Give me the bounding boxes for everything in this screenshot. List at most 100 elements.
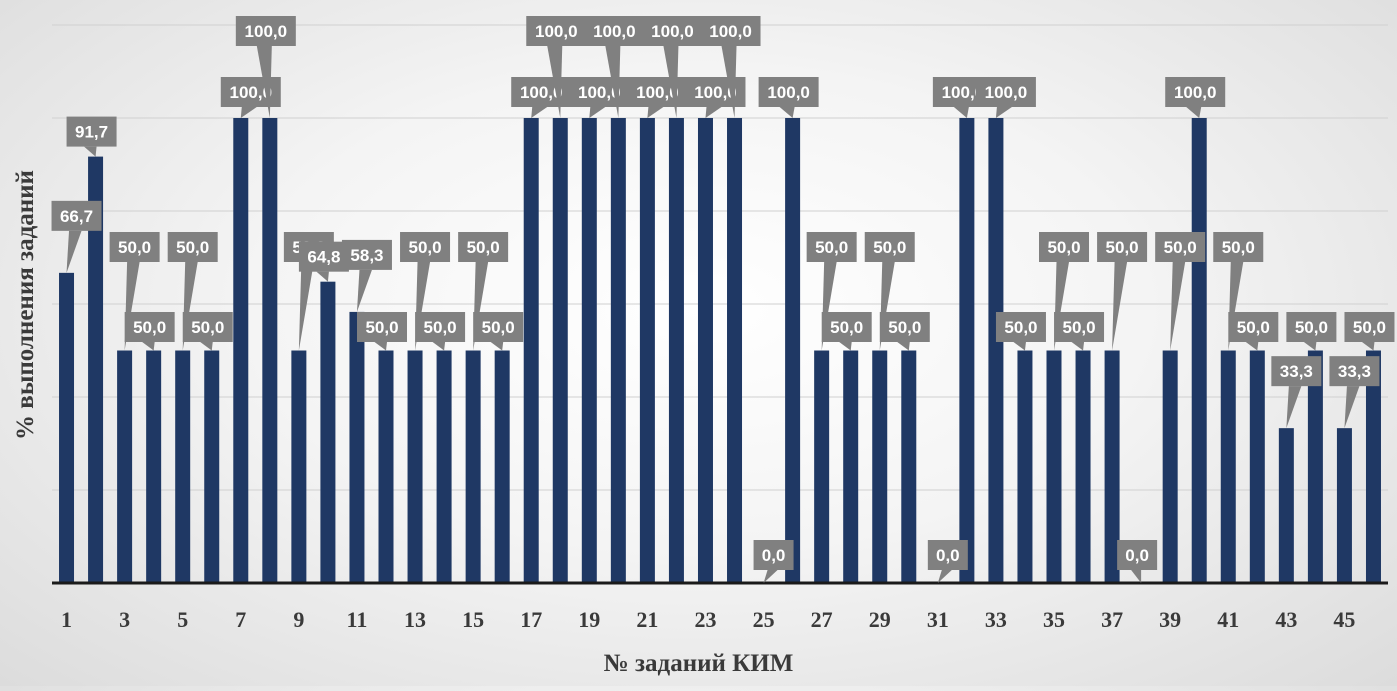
data-label: 50,0	[806, 232, 857, 351]
data-label-text: 50,0	[118, 238, 151, 257]
data-label-pointer	[1286, 386, 1302, 429]
data-label-text: 50,0	[424, 318, 457, 337]
bar	[407, 350, 423, 583]
data-label-text: 100,0	[230, 83, 273, 102]
data-label-box	[109, 232, 160, 262]
x-tick-label: 17	[520, 607, 542, 632]
data-label-box	[1097, 232, 1148, 262]
data-label: 50,0	[182, 312, 233, 351]
bar	[668, 118, 684, 583]
data-label-box	[758, 77, 819, 107]
data-label-pointer	[663, 46, 679, 118]
data-label-box	[415, 312, 466, 342]
bar	[1162, 350, 1178, 583]
x-tick-label: 15	[462, 607, 484, 632]
data-label-text: 50,0	[830, 318, 863, 337]
data-label: 58,3	[341, 239, 392, 312]
data-label-box	[51, 200, 102, 231]
bar	[872, 350, 888, 583]
data-label-pointer	[897, 342, 910, 351]
bar	[1104, 350, 1120, 583]
data-label-text: 100,0	[767, 83, 810, 102]
data-label-text: 50,0	[191, 318, 224, 337]
x-tick-label: 29	[869, 607, 891, 632]
data-label-pointer	[1170, 262, 1186, 351]
bar	[581, 118, 597, 583]
data-label-pointer	[839, 342, 852, 351]
data-label: 0,0	[753, 540, 794, 583]
bar	[610, 118, 626, 583]
data-label-box	[995, 312, 1046, 342]
data-label-pointer	[953, 107, 969, 118]
x-tick-label: 1	[61, 607, 72, 632]
data-label-box	[1344, 312, 1395, 342]
data-label: 91,7	[66, 116, 117, 157]
data-label: 50,0	[357, 312, 407, 351]
data-label: 100,0	[511, 77, 572, 118]
data-label-box	[526, 16, 587, 46]
data-label-text: 100,0	[942, 83, 985, 102]
data-label: 64,8	[298, 241, 349, 282]
data-label: 50,0	[124, 312, 175, 351]
data-label: 100,0	[220, 77, 281, 118]
data-label-box	[753, 540, 794, 570]
data-label-text: 100,0	[520, 83, 563, 102]
bar	[988, 118, 1004, 583]
x-tick-label: 45	[1333, 607, 1355, 632]
bar	[1075, 350, 1091, 583]
bar	[262, 118, 278, 583]
data-label-pointer	[374, 342, 387, 351]
bar	[697, 118, 713, 583]
bar	[320, 281, 336, 583]
x-tick-label: 13	[404, 607, 426, 632]
data-label-box	[821, 312, 872, 342]
data-label-pointer	[589, 107, 606, 118]
data-label: 66,7	[51, 200, 102, 273]
data-label: 50,0	[879, 312, 930, 351]
bar	[291, 350, 307, 583]
data-label-pointer	[1361, 342, 1375, 351]
data-label-box	[1117, 540, 1158, 570]
data-label-box	[879, 312, 930, 342]
data-label-pointer	[66, 230, 82, 273]
bar	[494, 350, 510, 583]
data-label-pointer	[763, 570, 778, 583]
data-label-pointer	[200, 342, 213, 351]
data-label-text: 50,0	[133, 318, 166, 337]
data-label-text: 50,0	[365, 318, 398, 337]
bar	[523, 118, 539, 583]
data-label: 50,0	[1286, 312, 1337, 351]
bar	[785, 118, 801, 583]
data-label-box	[700, 16, 761, 46]
data-label: 33,3	[1271, 356, 1322, 429]
data-label-pointer	[1186, 107, 1202, 118]
data-label: 50,0	[1344, 312, 1395, 351]
data-label-pointer	[356, 269, 372, 312]
bar	[233, 118, 249, 583]
bar	[959, 118, 975, 583]
bar	[901, 350, 917, 583]
data-label-text: 100,0	[694, 83, 737, 102]
data-label-box	[806, 232, 857, 262]
x-axis-title: № заданий КИМ	[603, 650, 794, 677]
data-label-box	[1286, 312, 1337, 342]
data-label-text: 50,0	[1164, 238, 1197, 257]
data-labels: 66,791,750,050,050,050,0100,0100,050,064…	[51, 16, 1395, 583]
data-label-box	[341, 239, 392, 270]
x-tick-labels: 1 3 5 7 9 11 13 15 17 19 21 23 25 27 29 31 33 35 37 39 41 43 4…	[61, 607, 1355, 632]
data-label-box	[1155, 232, 1206, 262]
data-label-text: 100,0	[709, 22, 752, 41]
data-label-pointer	[647, 107, 664, 118]
x-tick-label: 33	[985, 607, 1007, 632]
data-label: 50,0	[109, 232, 160, 351]
data-label: 100,0	[700, 16, 761, 118]
x-tick-label: 27	[811, 607, 833, 632]
x-tick-label: 9	[293, 607, 304, 632]
data-label-text: 100,0	[593, 22, 636, 41]
bar	[59, 272, 75, 583]
data-label-text: 33,3	[1338, 362, 1371, 381]
x-tick-label: 19	[578, 607, 600, 632]
bar	[175, 350, 191, 583]
data-label-pointer	[1245, 342, 1259, 351]
bar	[1307, 350, 1323, 583]
